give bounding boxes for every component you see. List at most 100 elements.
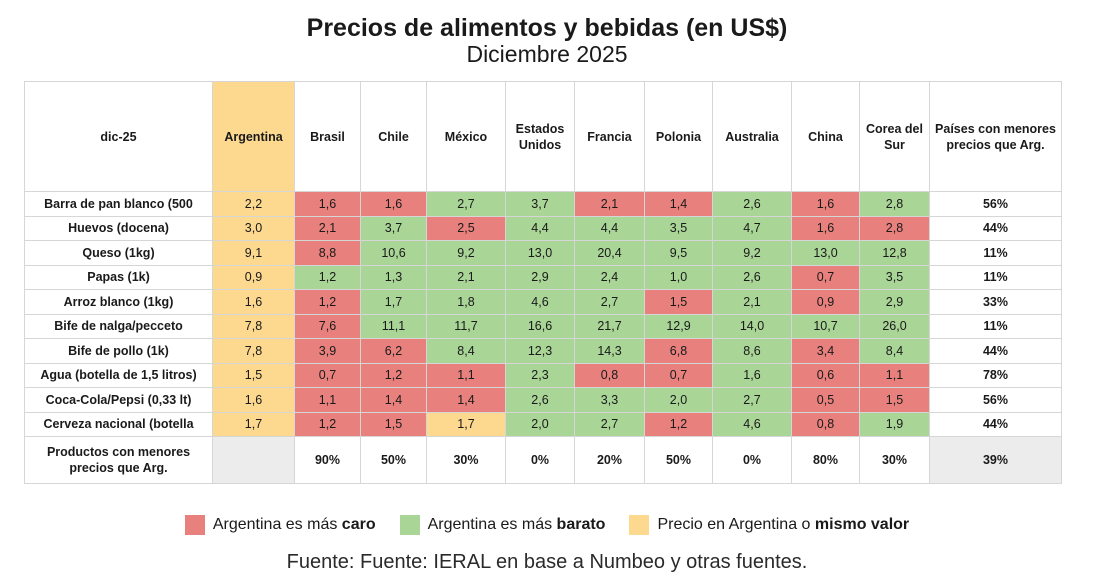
header-country: Polonia bbox=[644, 81, 713, 192]
footer-cell bbox=[212, 436, 295, 484]
price-cell: 7,8 bbox=[212, 338, 295, 364]
footer-cell: 90% bbox=[294, 436, 361, 484]
header-country: Australia bbox=[712, 81, 792, 192]
product-label: Agua (botella de 1,5 litros) bbox=[24, 362, 213, 388]
price-cell: 12,8 bbox=[859, 240, 930, 266]
table-row: Queso (1kg) 9,1 8,8 10,6 9,2 13,0 20,4 9,5 9,2 13… bbox=[24, 240, 1062, 266]
price-cell: 1,4 bbox=[644, 191, 713, 217]
price-cell: 13,0 bbox=[505, 240, 575, 266]
footer-cell: 80% bbox=[791, 436, 860, 484]
header-country: Argentina bbox=[212, 81, 295, 192]
footer-cell: 0% bbox=[505, 436, 575, 484]
price-cell: 1,5 bbox=[360, 411, 427, 437]
price-cell: 1,1 bbox=[426, 362, 506, 388]
price-cell: 4,6 bbox=[505, 289, 575, 315]
price-cell: 2,7 bbox=[712, 387, 792, 413]
price-cell: 0,7 bbox=[294, 362, 361, 388]
price-cell: 2,6 bbox=[712, 264, 792, 290]
price-cell: 2,3 bbox=[505, 362, 575, 388]
product-label: Arroz blanco (1kg) bbox=[24, 289, 213, 315]
price-cell: 1,2 bbox=[360, 362, 427, 388]
price-cell: 7,8 bbox=[212, 313, 295, 339]
summary-cell: 56% bbox=[929, 387, 1062, 413]
price-cell: 21,7 bbox=[574, 313, 645, 339]
price-cell: 1,6 bbox=[212, 289, 295, 315]
price-cell: 1,6 bbox=[791, 215, 860, 241]
header-country: Corea del Sur bbox=[859, 81, 930, 192]
price-cell: 1,0 bbox=[644, 264, 713, 290]
price-cell: 2,1 bbox=[294, 215, 361, 241]
price-cell: 0,8 bbox=[574, 362, 645, 388]
price-cell: 4,4 bbox=[505, 215, 575, 241]
price-cell: 1,7 bbox=[360, 289, 427, 315]
price-cell: 8,8 bbox=[294, 240, 361, 266]
price-cell: 0,9 bbox=[212, 264, 295, 290]
table-row: Papas (1k) 0,9 1,2 1,3 2,1 2,9 2,4 1,0 2,6 0,7 3,5… bbox=[24, 264, 1062, 290]
price-cell: 2,7 bbox=[574, 411, 645, 437]
table-row: Coca-Cola/Pepsi (0,33 lt) 1,6 1,1 1,4 1,4 2,6… bbox=[24, 387, 1062, 413]
product-label: Papas (1k) bbox=[24, 264, 213, 290]
chart-subtitle: Diciembre 2025 bbox=[466, 41, 628, 67]
price-cell: 1,5 bbox=[212, 362, 295, 388]
table-row: Huevos (docena) 3,0 2,1 3,7 2,5 4,4 4,4 3,5 4,7 1… bbox=[24, 215, 1062, 241]
legend-item: Argentina es más caro bbox=[184, 515, 376, 535]
price-cell: 3,4 bbox=[791, 338, 860, 364]
price-cell: 1,2 bbox=[294, 264, 361, 290]
price-cell: 1,7 bbox=[426, 411, 506, 437]
price-cell: 2,8 bbox=[859, 215, 930, 241]
price-cell: 1,6 bbox=[791, 191, 860, 217]
summary-cell: 11% bbox=[929, 264, 1062, 290]
price-cell: 26,0 bbox=[859, 313, 930, 339]
price-cell: 8,6 bbox=[712, 338, 792, 364]
price-cell: 1,2 bbox=[294, 289, 361, 315]
price-cell: 1,4 bbox=[360, 387, 427, 413]
price-cell: 1,9 bbox=[859, 411, 930, 437]
chart-title: Precios de alimentos y bebidas (en US$) bbox=[306, 14, 788, 42]
header-country: Estados Unidos bbox=[505, 81, 575, 192]
price-table: dic-25 Argentina Brasil Chile México Estados … bbox=[24, 81, 1062, 484]
price-cell: 2,1 bbox=[426, 264, 506, 290]
footer-cell: 50% bbox=[644, 436, 713, 484]
product-label: Huevos (docena) bbox=[24, 215, 213, 241]
source-note: Fuente: Fuente: IERAL en base a Numbeo y… bbox=[286, 551, 808, 573]
header-row: dic-25 Argentina Brasil Chile México Estados … bbox=[24, 81, 1062, 192]
footer-row: Productos con menores precios que Arg. 90… bbox=[24, 436, 1062, 484]
price-cell: 1,2 bbox=[294, 411, 361, 437]
legend-swatch bbox=[629, 515, 650, 535]
table-row: Arroz blanco (1kg) 1,6 1,2 1,7 1,8 4,6 2,7 1,5 2… bbox=[24, 289, 1062, 315]
header-country: Chile bbox=[360, 81, 427, 192]
price-cell: 2,6 bbox=[712, 191, 792, 217]
price-cell: 1,6 bbox=[212, 387, 295, 413]
price-cell: 1,4 bbox=[426, 387, 506, 413]
price-cell: 10,7 bbox=[791, 313, 860, 339]
price-cell: 2,9 bbox=[505, 264, 575, 290]
price-cell: 6,2 bbox=[360, 338, 427, 364]
price-cell: 2,0 bbox=[644, 387, 713, 413]
price-cell: 20,4 bbox=[574, 240, 645, 266]
price-cell: 9,1 bbox=[212, 240, 295, 266]
price-cell: 3,7 bbox=[505, 191, 575, 217]
legend-bold: barato bbox=[556, 516, 606, 533]
price-cell: 2,7 bbox=[426, 191, 506, 217]
legend-swatch bbox=[184, 515, 205, 535]
price-cell: 3,3 bbox=[574, 387, 645, 413]
price-cell: 12,9 bbox=[644, 313, 713, 339]
price-cell: 14,0 bbox=[712, 313, 792, 339]
price-cell: 3,9 bbox=[294, 338, 361, 364]
price-cell: 1,6 bbox=[712, 362, 792, 388]
price-cell: 0,7 bbox=[644, 362, 713, 388]
summary-cell: 33% bbox=[929, 289, 1062, 315]
price-cell: 2,6 bbox=[505, 387, 575, 413]
price-cell: 3,0 bbox=[212, 215, 295, 241]
legend-text: Argentina es más bbox=[427, 516, 557, 533]
summary-cell: 11% bbox=[929, 240, 1062, 266]
footer-label: Productos con menores precios que Arg. bbox=[24, 436, 213, 484]
price-cell: 1,5 bbox=[644, 289, 713, 315]
header-summary: Países con menores precios que Arg. bbox=[929, 81, 1062, 192]
footer-cell: 30% bbox=[426, 436, 506, 484]
price-cell: 0,9 bbox=[791, 289, 860, 315]
summary-cell: 11% bbox=[929, 313, 1062, 339]
legend-text: Argentina es más bbox=[212, 516, 342, 533]
price-cell: 3,5 bbox=[644, 215, 713, 241]
legend-swatch bbox=[399, 515, 420, 535]
